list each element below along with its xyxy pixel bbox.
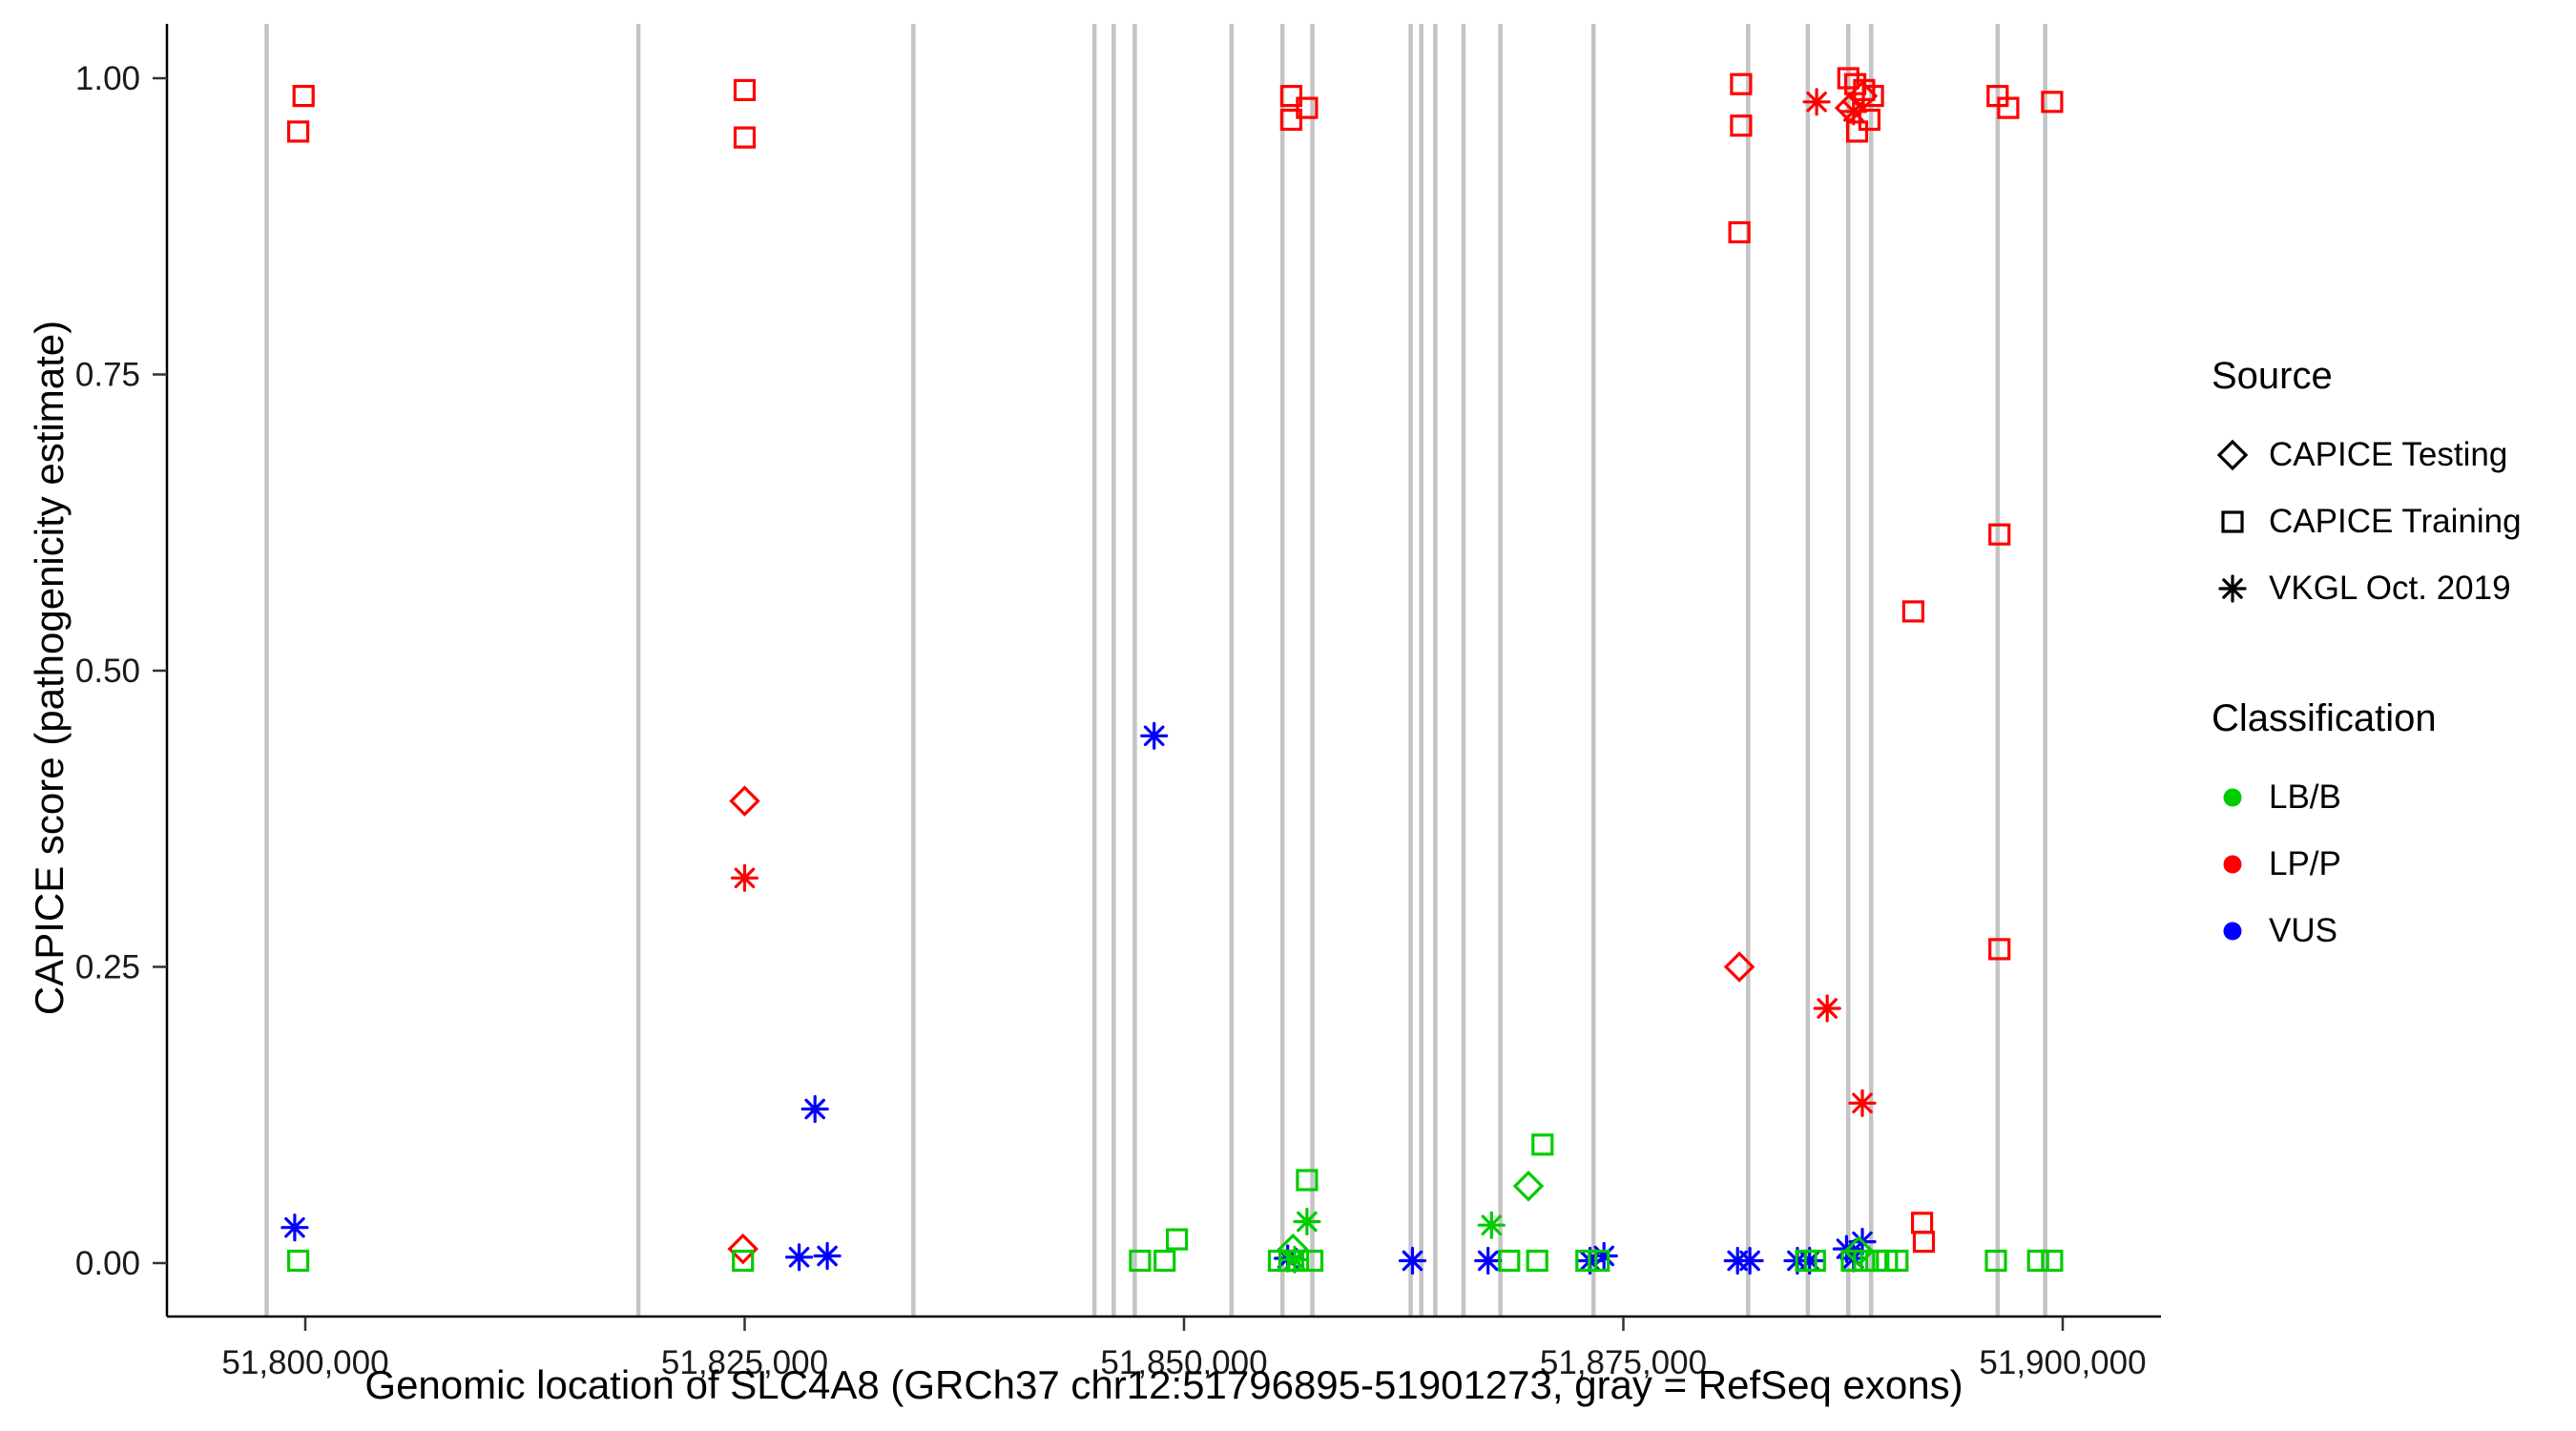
data-point bbox=[1531, 1133, 1554, 1156]
legend-item: LP/P bbox=[2212, 843, 2522, 885]
y-tick-label: 1.00 bbox=[75, 60, 140, 97]
data-point bbox=[1526, 1249, 1548, 1273]
data-point bbox=[1293, 1207, 1321, 1236]
diamond-key-icon bbox=[2216, 439, 2249, 471]
data-point bbox=[287, 1249, 310, 1273]
data-point bbox=[1984, 1249, 2007, 1273]
data-point bbox=[1886, 1249, 1909, 1273]
x-tick-label: 51,875,000 bbox=[1540, 1344, 1707, 1381]
data-point bbox=[729, 785, 760, 817]
x-tick-label: 51,800,000 bbox=[221, 1344, 388, 1381]
data-point bbox=[1280, 1245, 1309, 1274]
data-point bbox=[732, 1249, 755, 1273]
legend-classification-items: LB/B LP/P VUS bbox=[2212, 777, 2522, 952]
legend: Source CAPICE Testing CAPICE Training VKGL… bbox=[2212, 355, 2522, 977]
data-point bbox=[1988, 523, 2011, 546]
data-point bbox=[1165, 1228, 1189, 1251]
data-point bbox=[1279, 84, 1303, 108]
data-point bbox=[784, 1243, 814, 1272]
data-point bbox=[1474, 1246, 1503, 1275]
legend-item-label: CAPICE Testing bbox=[2269, 436, 2508, 473]
legend-item-label: CAPICE Training bbox=[2269, 503, 2522, 540]
data-point bbox=[1901, 600, 1925, 623]
data-point bbox=[1129, 1249, 1152, 1273]
legend-item: LB/B bbox=[2212, 777, 2522, 819]
data-point bbox=[287, 120, 310, 143]
data-point bbox=[1846, 80, 1879, 112]
data-point bbox=[1834, 92, 1866, 124]
data-point bbox=[1723, 951, 1755, 983]
legend-item: CAPICE Training bbox=[2212, 501, 2522, 543]
data-point bbox=[813, 1241, 841, 1271]
data-point bbox=[1279, 108, 1303, 132]
data-point bbox=[1845, 120, 1869, 143]
data-point bbox=[1296, 96, 1319, 119]
data-point bbox=[1861, 84, 1884, 108]
data-point bbox=[1839, 97, 1868, 126]
x-tick-label: 51,850,000 bbox=[1100, 1344, 1267, 1381]
data-point bbox=[733, 78, 757, 102]
data-point bbox=[1802, 88, 1831, 116]
y-tick-label: 0.00 bbox=[75, 1245, 140, 1282]
legend-item: VKGL Oct. 2019 bbox=[2212, 568, 2522, 610]
legend-source-items: CAPICE Testing CAPICE Training VKGL Oct. 2… bbox=[2212, 434, 2522, 610]
legend-item-label: VUS bbox=[2269, 912, 2337, 949]
data-point bbox=[292, 84, 315, 108]
data-point bbox=[1912, 1230, 1936, 1254]
legend-item-label: LB/B bbox=[2269, 778, 2341, 816]
data-point bbox=[1735, 1246, 1764, 1275]
data-point bbox=[1730, 73, 1753, 95]
data-point bbox=[2026, 1249, 2049, 1273]
data-point bbox=[1837, 67, 1859, 90]
x-axis-title: Genomic location of SLC4A8 (GRCh37 chr12… bbox=[364, 1362, 1963, 1407]
asterisk-key-icon bbox=[2218, 574, 2247, 603]
data-point bbox=[1477, 1211, 1506, 1239]
data-point bbox=[1728, 220, 1751, 244]
data-point bbox=[727, 1233, 758, 1265]
legend-item-label: VKGL Oct. 2019 bbox=[2269, 570, 2511, 607]
data-point bbox=[800, 1094, 829, 1124]
data-point bbox=[1588, 1249, 1610, 1273]
data-point bbox=[1988, 938, 2011, 961]
data-point bbox=[2041, 1249, 2064, 1273]
data-point bbox=[1813, 994, 1841, 1023]
legend-item: CAPICE Testing bbox=[2212, 434, 2522, 476]
circle-key-icon bbox=[2223, 788, 2242, 807]
data-point bbox=[1848, 1089, 1877, 1117]
legend-classification-title: Classification bbox=[2212, 697, 2437, 739]
legend-gap bbox=[2212, 634, 2522, 697]
x-tick-label: 51,900,000 bbox=[1979, 1344, 2146, 1381]
data-point bbox=[1512, 1171, 1545, 1202]
data-point bbox=[1575, 1249, 1598, 1273]
data-point bbox=[1803, 1249, 1826, 1273]
data-point bbox=[1910, 1212, 1934, 1234]
circle-key-icon bbox=[2223, 855, 2242, 874]
data-point bbox=[2041, 91, 2064, 114]
legend-source-title: Source bbox=[2212, 355, 2333, 397]
y-axis-title: CAPICE score (pathogenicity estimate) bbox=[27, 320, 72, 1016]
data-point bbox=[1140, 721, 1169, 750]
circle-key-icon bbox=[2223, 922, 2242, 941]
data-point bbox=[1296, 1169, 1319, 1192]
data-point bbox=[1498, 1249, 1521, 1273]
data-point bbox=[280, 1213, 309, 1242]
data-point bbox=[1153, 1249, 1176, 1273]
y-tick-label: 0.25 bbox=[75, 948, 140, 985]
data-point bbox=[730, 863, 759, 892]
y-tick-label: 0.75 bbox=[75, 357, 140, 394]
square-key-icon bbox=[2221, 510, 2244, 533]
data-point bbox=[733, 126, 757, 149]
legend-item-label: LP/P bbox=[2269, 845, 2341, 882]
y-tick-label: 0.50 bbox=[75, 653, 140, 690]
data-point bbox=[1398, 1246, 1427, 1275]
data-point bbox=[1730, 114, 1753, 137]
data-point bbox=[1843, 1235, 1875, 1267]
legend-item: VUS bbox=[2212, 910, 2522, 952]
x-tick-label: 51,825,000 bbox=[661, 1344, 828, 1381]
data-point bbox=[1997, 96, 2020, 119]
